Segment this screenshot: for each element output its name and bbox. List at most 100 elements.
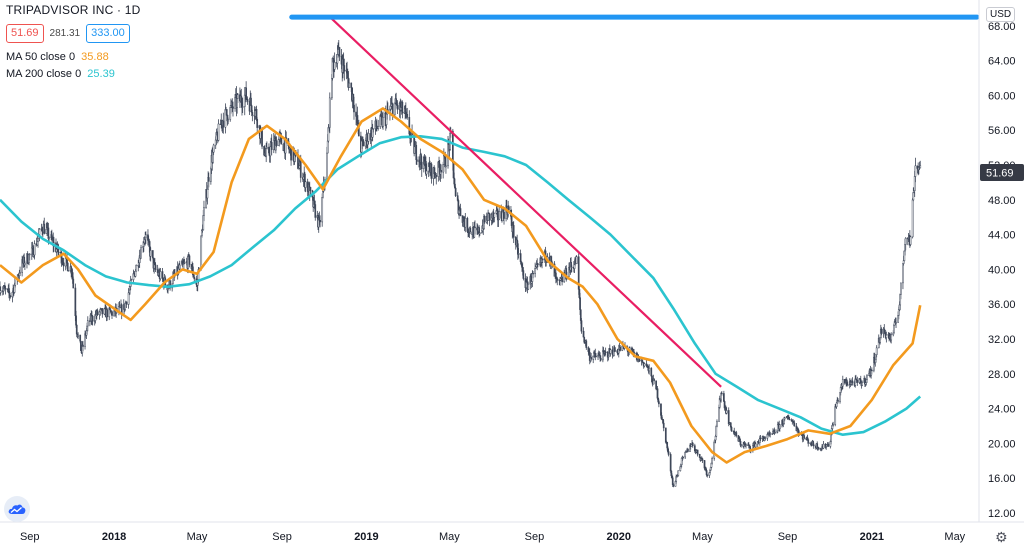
candle-body [590,357,592,360]
candle-body [454,187,457,196]
candle-body [66,262,69,272]
candle-body [832,424,834,426]
candle-body [808,442,810,444]
candle-body [222,120,225,128]
last-price-label: 51.69 [986,168,1014,180]
candle-body [130,279,133,281]
ma50-legend-label: MA 50 close 0 [6,51,76,63]
candle-body [203,207,205,216]
candle-body [769,433,772,435]
ask-price-box[interactable]: 333.00 [86,24,130,43]
candle-body [527,283,530,290]
candle-body [245,87,247,100]
candle-body [326,140,329,154]
candle-body [803,435,805,439]
candle-body [225,109,228,116]
candle-body [37,237,39,242]
candle-body [326,152,328,180]
candle-body [200,235,203,270]
time-tick-label: Sep [20,531,40,543]
candle-body [75,315,77,326]
candle-body [4,287,7,290]
candle-body [902,263,904,284]
candle-body [333,62,336,70]
candle-body [817,447,820,450]
ma200-legend[interactable]: MA 200 close 0 25.39 [6,69,140,80]
candle-body [266,146,268,149]
candle-body [246,99,249,102]
price-tick-label: 16.00 [988,473,1016,485]
candle-body [261,130,263,147]
candle-body [124,303,126,310]
candle-body [382,117,384,127]
candle-body [75,324,78,335]
candle-body [715,425,718,437]
candle-body [696,449,699,455]
candle-body [519,253,522,262]
candle-body [478,232,481,235]
candle-body [512,225,515,238]
price-tick-label: 36.00 [988,299,1016,311]
candle-body [895,322,897,324]
candle-body [183,262,186,264]
candle-body [656,388,659,399]
candle-body [353,104,355,113]
candle-body [106,309,109,318]
candle-body [716,421,718,427]
candle-body [890,334,893,341]
candle-body [667,451,670,455]
candle-body [406,114,409,118]
candle-body [86,320,89,327]
candle-body [338,47,341,57]
candle-body [870,369,873,372]
candle-body [161,271,164,279]
symbol-title[interactable]: TRIPADVISOR INC · 1D [6,3,141,17]
candle-body [655,380,657,390]
candle-body [430,163,433,179]
candle-body [774,431,776,434]
candle-body [135,264,138,272]
candle-body [372,128,375,130]
currency-label[interactable]: USD [986,7,1016,22]
time-tick-label: Sep [272,531,292,543]
candle-body [82,344,84,347]
candle-body [691,442,694,446]
candle-body [830,434,832,442]
price-tick-label: 48.00 [988,195,1016,207]
candle-body [725,410,728,414]
candle-body [435,174,438,177]
price-tick-label: 56.00 [988,125,1016,137]
candle-body [33,243,36,256]
downtrend-line[interactable] [331,18,722,388]
candle-body [875,347,878,355]
candle-body [827,443,830,447]
ma200-legend-value: 25.39 [87,68,115,80]
candle-body [178,264,181,270]
cloud-icon [8,504,26,514]
candle-body [672,484,675,487]
tradingview-logo-icon[interactable] [4,496,30,522]
candle-body [537,263,539,265]
time-tick-label: Sep [525,531,545,543]
ma50-legend[interactable]: MA 50 close 0 35.88 [6,52,140,63]
candle-body [314,204,317,218]
candle-body [720,392,723,395]
candle-body [43,223,46,234]
gear-icon[interactable]: ⚙ [995,529,1008,545]
time-tick-label: 2019 [354,531,378,543]
candle-body [28,253,31,256]
price-tick-label: 44.00 [988,230,1016,242]
candle-body [337,49,339,55]
price-tick-label: 24.00 [988,404,1016,416]
candle-body [149,250,152,257]
candle-body [764,437,767,440]
candle-body [585,340,588,348]
time-axis[interactable]: Sep 2018 May Sep 2019 May Sep 2020 May Sep 2021 May [20,531,966,543]
candle-body [911,199,914,238]
candle-body [38,228,41,235]
candle-body [706,474,709,476]
candle-body [212,144,215,153]
candle-body [834,406,837,425]
bid-price-box[interactable]: 51.69 [6,24,44,43]
